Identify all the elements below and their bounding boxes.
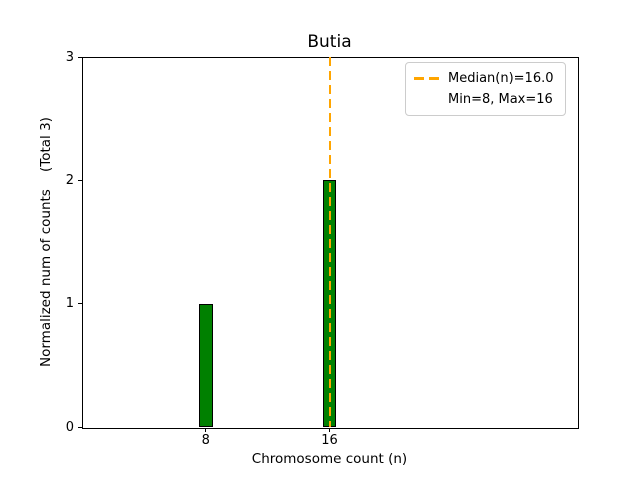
legend-entry-minmax: Min=8, Max=16 <box>414 89 557 110</box>
legend: Median(n)=16.0 Min=8, Max=16 <box>405 62 566 116</box>
median-line <box>328 57 331 427</box>
legend-minmax-label: Min=8, Max=16 <box>448 92 553 107</box>
bar <box>198 303 213 427</box>
y-tick-mark <box>78 56 82 58</box>
legend-median-label: Median(n)=16.0 <box>448 71 554 86</box>
x-tick-label: 8 <box>201 433 210 448</box>
x-tick-mark <box>205 428 207 432</box>
y-tick-mark <box>78 426 82 428</box>
chart-title: Butia <box>307 32 352 52</box>
legend-blank-sample <box>414 98 440 101</box>
y-tick-mark <box>78 303 82 305</box>
x-tick-mark <box>329 428 330 432</box>
legend-entry-median: Median(n)=16.0 <box>414 68 557 89</box>
y-tick-label: 0 <box>65 419 74 435</box>
x-tick-label: 16 <box>321 433 338 448</box>
y-tick-label: 3 <box>65 49 74 65</box>
y-tick-label: 2 <box>65 172 74 188</box>
x-axis-label: Chromosome count (n) <box>251 451 408 467</box>
y-tick-mark <box>78 179 82 181</box>
plot-area <box>82 57 579 429</box>
y-axis-label: Normalized num of counts (Total 3) <box>38 117 54 367</box>
median-dashed-line-sample <box>414 77 440 80</box>
y-tick-label: 1 <box>65 296 74 312</box>
